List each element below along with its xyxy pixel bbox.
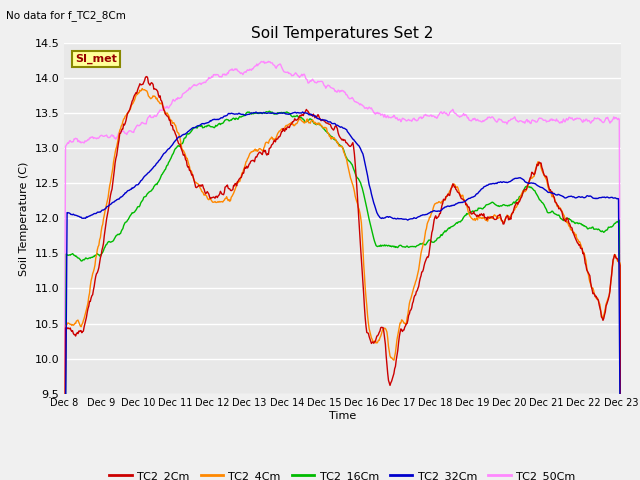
Legend: TC2_2Cm, TC2_4Cm, TC2_16Cm, TC2_32Cm, TC2_50Cm: TC2_2Cm, TC2_4Cm, TC2_16Cm, TC2_32Cm, TC… <box>105 467 580 480</box>
Y-axis label: Soil Temperature (C): Soil Temperature (C) <box>19 161 29 276</box>
Text: SI_met: SI_met <box>75 54 117 64</box>
X-axis label: Time: Time <box>329 411 356 421</box>
Title: Soil Temperatures Set 2: Soil Temperatures Set 2 <box>252 25 433 41</box>
Text: No data for f_TC2_8Cm: No data for f_TC2_8Cm <box>6 10 126 21</box>
